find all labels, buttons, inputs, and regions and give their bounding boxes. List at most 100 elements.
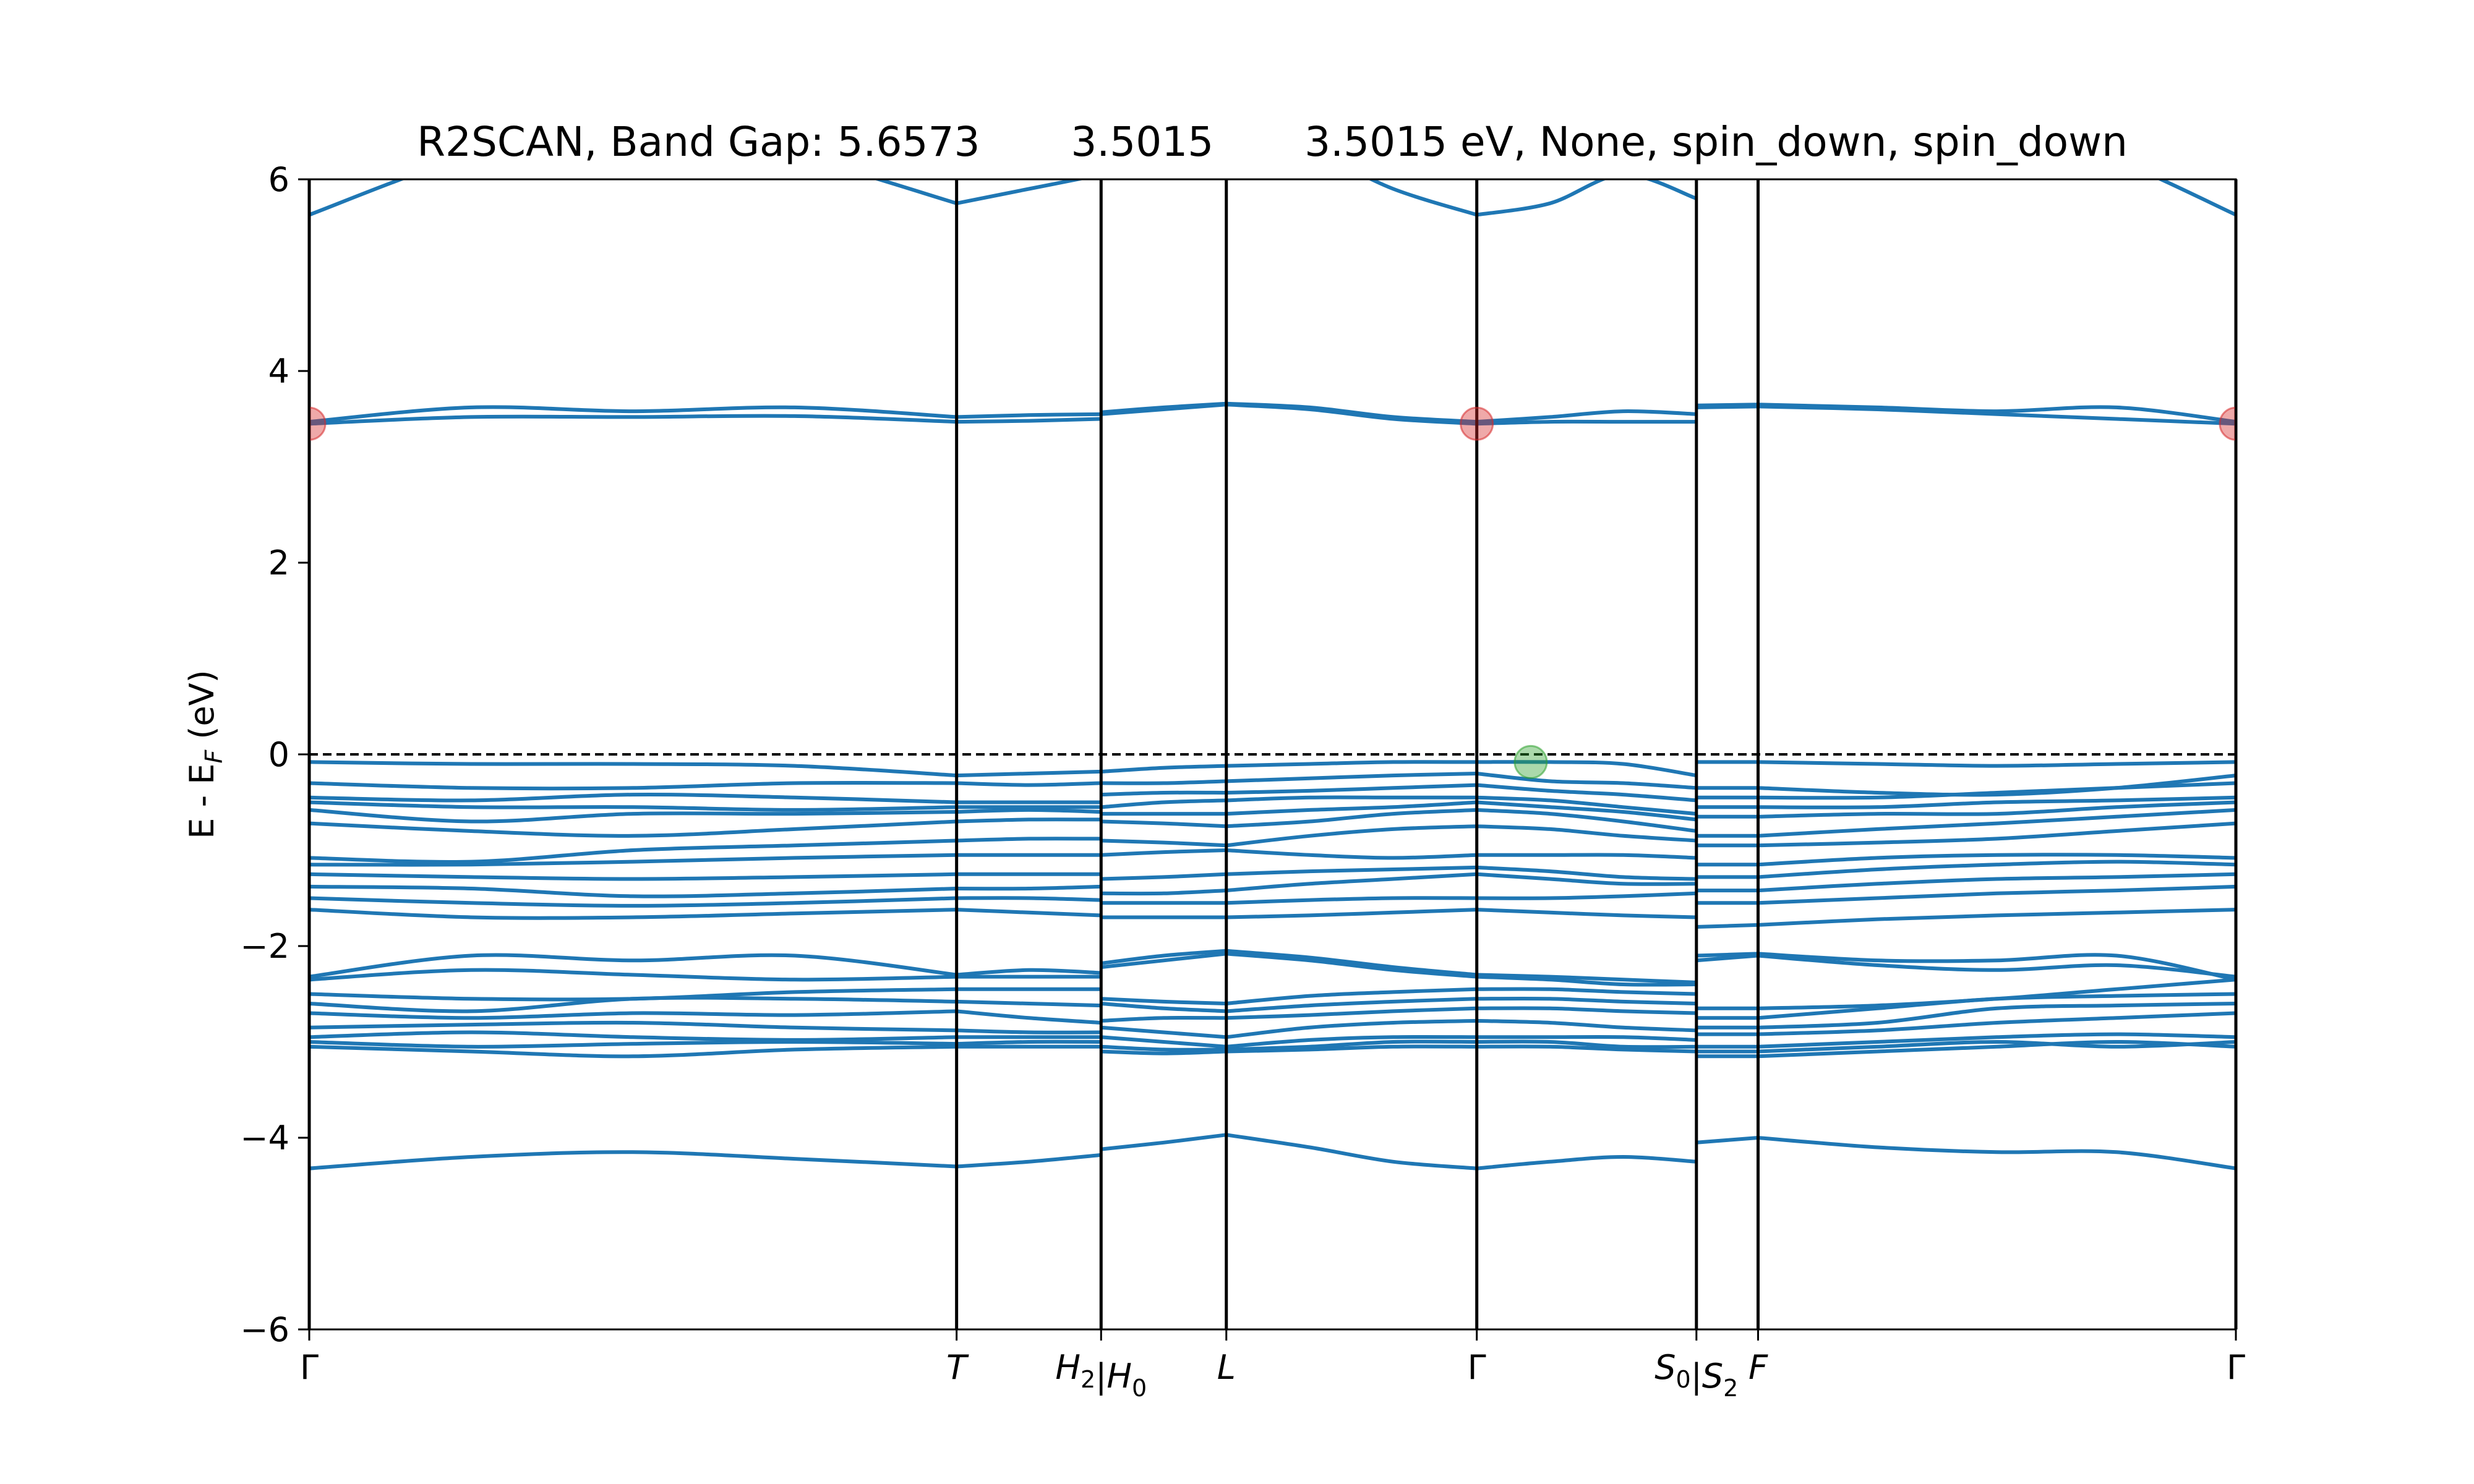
- band-line-seg1-b5: [956, 1009, 1102, 1025]
- x-tick-label-1: T: [946, 1348, 969, 1387]
- band-line-seg6-b0: [1758, 1136, 2236, 1171]
- band-line-seg6-b10: [1758, 908, 2236, 927]
- band-line-seg4-b0: [1476, 1154, 1697, 1171]
- band-line-seg0-b23: [309, 405, 957, 424]
- band-line-seg6-b22: [1758, 404, 2236, 426]
- band-line-seg0-b7: [309, 987, 957, 1002]
- band-line-seg6-b20: [1758, 774, 2236, 797]
- band-line-seg3-b2: [1226, 1039, 1477, 1052]
- band-line-seg0-b14: [309, 853, 957, 867]
- y-tick-label-0: 6: [268, 160, 289, 199]
- band-line-seg0-b22: [309, 414, 957, 426]
- band-line-seg6-b23: [1758, 403, 2236, 424]
- band-line-seg4-b22: [1476, 419, 1697, 426]
- band-line-seg0-b1: [309, 1044, 957, 1059]
- band-line-seg1-b10: [956, 908, 1102, 918]
- band-line-seg0-b16: [309, 819, 957, 838]
- band-line-seg5-b22: [1696, 404, 1758, 409]
- band-line-seg3-b5: [1226, 1006, 1477, 1020]
- band-line-seg0-b4: [309, 1020, 957, 1033]
- x-tick-label-4: Γ: [1468, 1348, 1486, 1387]
- band-line-seg3-b21: [1226, 760, 1477, 768]
- band-line-seg2-b6: [1101, 1002, 1226, 1013]
- band-line-seg3-b19: [1226, 783, 1477, 795]
- band-line-seg4-b17: [1476, 800, 1697, 822]
- band-line-seg6-b9: [1758, 952, 2236, 982]
- band-line-seg2-b1: [1101, 1049, 1226, 1055]
- band-line-seg0-b20: [309, 780, 957, 791]
- cbm-marker-1: [1460, 406, 1494, 441]
- band-line-seg0-b19: [309, 792, 957, 804]
- band-line-seg3-b20: [1226, 772, 1477, 783]
- band-line-seg6-b19: [1758, 781, 2236, 800]
- y-axis-label: E - EF (eV): [182, 670, 228, 838]
- band-line-seg2-b9: [1100, 949, 1226, 965]
- band-line-seg3-b8: [1226, 952, 1477, 979]
- y-tick-label-2: 2: [268, 544, 289, 582]
- band-line-seg4-b5: [1476, 1006, 1697, 1015]
- y-tick-label-5: −4: [240, 1119, 289, 1158]
- band-line-seg4-b4: [1476, 1018, 1697, 1033]
- x-tick-label-2: H2|H0: [1055, 1348, 1147, 1402]
- band-line-seg3-b14: [1226, 848, 1477, 860]
- band-line-seg3-b9: [1226, 949, 1477, 977]
- band-line-seg6-b3: [1758, 1032, 2236, 1049]
- band-line-seg3-b0: [1226, 1133, 1477, 1171]
- band-line-seg4-b14: [1476, 853, 1697, 860]
- band-line-seg4-b10: [1476, 908, 1697, 919]
- band-line-seg4-b23: [1476, 409, 1697, 424]
- band-line-seg1-b6: [956, 999, 1102, 1008]
- band-line-seg4-b16: [1476, 808, 1697, 833]
- band-line-seg2-b18: [1101, 798, 1226, 809]
- x-tick-label-7: Γ: [2227, 1348, 2245, 1387]
- chart-title: R2SCAN, Band Gap: 5.6573 3.5015 3.5015 e…: [417, 118, 2128, 166]
- band-line-seg2-b16: [1101, 819, 1226, 829]
- band-line-seg5-b0: [1696, 1136, 1758, 1145]
- y-axis-label-suffix: (eV): [182, 670, 221, 749]
- band-line-seg5-b8: [1696, 953, 1758, 963]
- band-line-seg2-b21: [1101, 764, 1226, 774]
- band-line-seg1-b17: [956, 808, 1102, 814]
- band-line-seg2-b2: [1101, 1044, 1226, 1052]
- y-axis: 6 4 2 0 −2 −4 −6: [240, 160, 309, 1349]
- band-line-seg1-b20: [956, 781, 1102, 787]
- y-tick-label-3: 0: [268, 735, 289, 774]
- x-tick-label-6: F: [1748, 1348, 1768, 1387]
- band-line-seg2-b13: [1101, 872, 1226, 881]
- cbm-marker-2: [2219, 406, 2236, 441]
- x-tick-label-3: L: [1217, 1348, 1236, 1387]
- band-line-seg1-b2: [956, 1039, 1102, 1046]
- band-line-seg4-b12: [1476, 872, 1697, 886]
- band-line-seg0-b8: [309, 968, 957, 982]
- band-line-seg3-b13: [1226, 865, 1477, 876]
- band-line-seg2-b20: [1101, 779, 1226, 785]
- band-line-seg4-b3: [1476, 1034, 1697, 1042]
- band-line-seg3-b7: [1226, 987, 1477, 1005]
- band-line-seg0-b9: [309, 953, 957, 979]
- band-line-seg6-b17: [1758, 800, 2236, 819]
- y-axis-label-subscript: F: [200, 749, 228, 764]
- band-line-seg0-b18: [309, 800, 957, 812]
- band-line-seg4-b2: [1476, 1039, 1697, 1049]
- band-line-seg0-b21: [309, 760, 957, 778]
- band-line-seg0-b12: [309, 884, 957, 898]
- band-line-seg0-b17: [309, 808, 957, 824]
- band-line-seg6-b4: [1758, 1011, 2236, 1036]
- band-line-seg3-b17: [1226, 800, 1477, 816]
- band-line-seg5-b9: [1696, 952, 1758, 958]
- band-line-seg1-b21: [956, 769, 1102, 778]
- band-line-seg2-b12: [1101, 889, 1226, 896]
- band-line-seg1-b11: [956, 896, 1102, 902]
- band-line-seg4-b1: [1476, 1044, 1697, 1054]
- band-line-seg2-b14: [1101, 848, 1226, 857]
- band-line-seg4-b11: [1476, 891, 1697, 900]
- band-line-seg0-b10: [309, 908, 957, 920]
- band-line-seg0-b5: [309, 1009, 957, 1020]
- band-line-seg6-b7: [1758, 978, 2236, 1010]
- band-line-seg1-b23: [956, 412, 1102, 419]
- band-line-seg1-b9: [956, 968, 1102, 977]
- band-line-seg1-b15: [956, 837, 1102, 843]
- band-line-seg3-b23: [1226, 401, 1477, 424]
- band-line-seg1-b0: [956, 1153, 1102, 1169]
